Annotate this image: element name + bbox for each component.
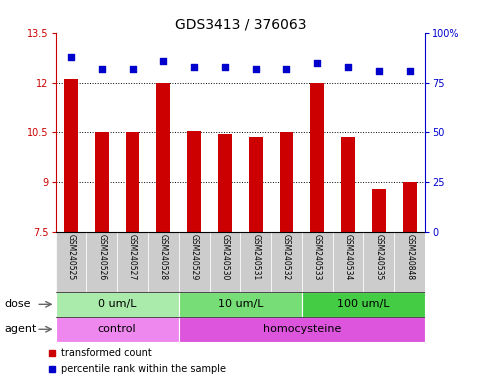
Bar <box>271 232 302 292</box>
Point <box>190 63 198 70</box>
Text: 10 um/L: 10 um/L <box>217 299 263 310</box>
Bar <box>372 189 386 232</box>
Bar <box>240 232 271 292</box>
Bar <box>179 292 302 317</box>
Bar <box>210 232 240 292</box>
Title: GDS3413 / 376063: GDS3413 / 376063 <box>174 18 306 31</box>
Bar <box>86 232 117 292</box>
Text: 100 um/L: 100 um/L <box>337 299 390 310</box>
Bar <box>302 292 425 317</box>
Text: GSM240530: GSM240530 <box>220 233 229 280</box>
Text: GSM240529: GSM240529 <box>190 233 199 280</box>
Bar <box>364 232 394 292</box>
Text: GSM240532: GSM240532 <box>282 233 291 280</box>
Bar <box>56 317 179 342</box>
Bar <box>394 232 425 292</box>
Bar <box>56 232 86 292</box>
Text: GSM240531: GSM240531 <box>251 233 260 280</box>
Text: GSM240848: GSM240848 <box>405 233 414 280</box>
Bar <box>333 232 364 292</box>
Bar <box>403 182 416 232</box>
Text: GSM240526: GSM240526 <box>97 233 106 280</box>
Text: GSM240534: GSM240534 <box>343 233 353 280</box>
Bar <box>179 317 425 342</box>
Bar <box>117 232 148 292</box>
Point <box>406 68 413 74</box>
Bar <box>56 292 179 317</box>
Bar <box>302 232 333 292</box>
Text: homocysteine: homocysteine <box>263 324 341 334</box>
Point <box>67 53 75 60</box>
Bar <box>311 83 324 232</box>
Point <box>159 58 167 64</box>
Text: GSM240527: GSM240527 <box>128 233 137 280</box>
Bar <box>148 232 179 292</box>
Text: dose: dose <box>5 299 31 310</box>
Bar <box>218 134 232 232</box>
Point <box>283 66 290 72</box>
Bar <box>156 83 170 232</box>
Point <box>252 66 259 72</box>
Bar <box>95 132 109 232</box>
Text: agent: agent <box>5 324 37 334</box>
Bar <box>249 137 263 232</box>
Point <box>344 63 352 70</box>
Bar <box>64 79 78 232</box>
Point <box>313 60 321 66</box>
Text: GSM240533: GSM240533 <box>313 233 322 280</box>
Bar <box>126 132 140 232</box>
Text: GSM240535: GSM240535 <box>374 233 384 280</box>
Point <box>221 63 229 70</box>
Text: GSM240525: GSM240525 <box>67 233 75 280</box>
Bar <box>341 137 355 232</box>
Text: control: control <box>98 324 136 334</box>
Text: transformed count: transformed count <box>61 348 152 358</box>
Point <box>128 66 136 72</box>
Bar <box>187 131 201 232</box>
Point <box>98 66 106 72</box>
Text: percentile rank within the sample: percentile rank within the sample <box>61 364 226 374</box>
Text: 0 um/L: 0 um/L <box>98 299 136 310</box>
Text: GSM240528: GSM240528 <box>159 233 168 280</box>
Point <box>375 68 383 74</box>
Bar <box>179 232 210 292</box>
Bar <box>280 132 293 232</box>
